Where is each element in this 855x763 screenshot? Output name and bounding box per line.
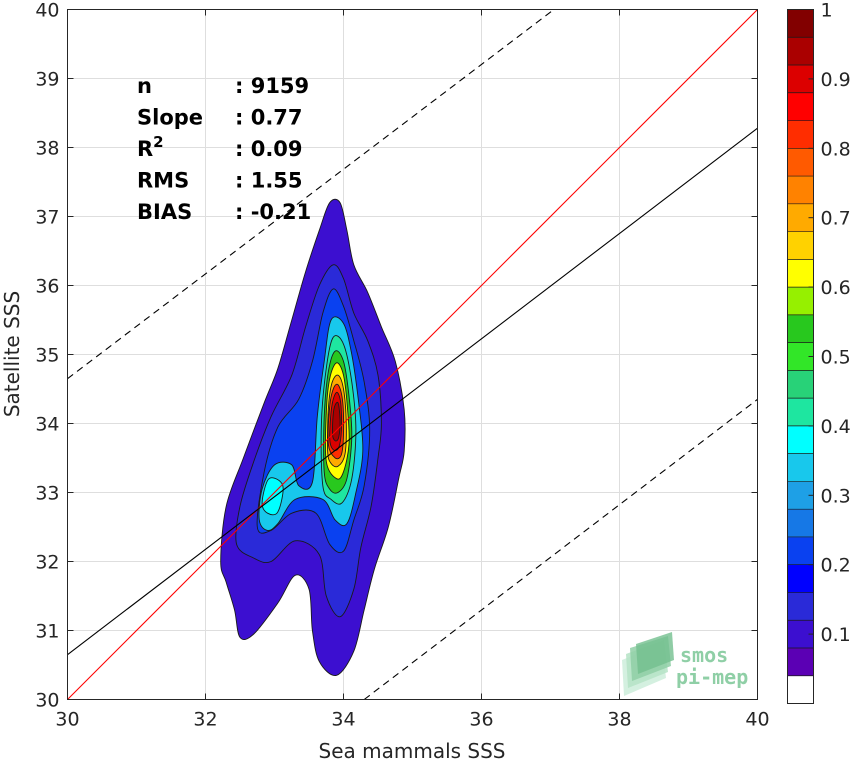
density-contour-0.35 [261, 477, 284, 516]
colorbar-tick-label: 0.3 [821, 485, 851, 507]
colorbar-tick-label: 0.1 [821, 624, 851, 646]
y-tick-label: 39 [35, 69, 59, 91]
density-contour-0.95 [331, 401, 341, 442]
smos-pi-mep-logo: smos pi-mep [622, 632, 748, 696]
colorbar-band [787, 287, 814, 316]
y-tick-label: 31 [35, 621, 59, 643]
colorbar-band [787, 9, 814, 38]
x-axis-label: Sea mammals SSS [319, 739, 506, 763]
y-tick-label: 40 [35, 0, 59, 22]
y-axis-ticks: 30 31 32 33 34 35 36 37 38 39 40 [35, 0, 758, 712]
colorbar-tick-label: 0.2 [821, 555, 851, 577]
stat-label-superscript: 2 [153, 133, 163, 151]
colorbar-band [787, 564, 814, 593]
colorbar-tick-label: 0.7 [821, 208, 851, 230]
y-tick-label: 38 [35, 138, 59, 160]
line-upper-bound [67, 9, 555, 380]
colorbar-band [787, 231, 814, 260]
colorbar-band [787, 453, 814, 482]
y-tick-label: 30 [35, 690, 59, 712]
colorbar-tick-label: 0.9 [821, 69, 851, 91]
density-contours [220, 198, 406, 676]
y-tick-label: 34 [35, 414, 59, 436]
logo-mark-icon [622, 632, 674, 696]
colorbar-band [787, 176, 814, 205]
x-tick-label: 30 [55, 709, 79, 731]
colorbar-band [787, 675, 814, 704]
colorbar: 0.1 0.2 0.3 0.4 0.5 0.6 0.7 0.8 0.9 1 [787, 0, 851, 704]
line-identity [67, 9, 758, 700]
colorbar-band [787, 148, 814, 177]
stat-label-n: n [137, 74, 152, 98]
logo-line-smos: smos [680, 643, 728, 667]
colorbar-band [787, 425, 814, 454]
x-tick-label: 38 [607, 709, 631, 731]
stat-value-rms: : 1.55 [235, 169, 303, 193]
stat-value-n: : 9159 [235, 74, 309, 98]
y-tick-label: 33 [35, 483, 59, 505]
colorbar-band [787, 314, 814, 343]
y-tick-label: 35 [35, 345, 59, 367]
colorbar-tick-label: 0.6 [821, 277, 851, 299]
colorbar-tick-label: 0.4 [821, 416, 851, 438]
x-tick-label: 36 [469, 709, 493, 731]
line-regression [67, 127, 758, 656]
colorbar-tick-label: 0.8 [821, 138, 851, 160]
colorbar-band [787, 120, 814, 149]
x-tick-label: 32 [193, 709, 217, 731]
colorbar-band [787, 509, 814, 538]
colorbar-tick-label: 0.5 [821, 347, 851, 369]
y-tick-label: 36 [35, 276, 59, 298]
stat-label-bias: BIAS [137, 200, 192, 224]
stat-value-r: : 0.09 [235, 137, 303, 161]
logo-line-pi-mep: pi-mep [676, 665, 748, 689]
stat-label-slope: Slope [137, 106, 203, 130]
colorbar-band [787, 92, 814, 121]
colorbar-band [787, 398, 814, 427]
stat-value-slope: : 0.77 [235, 106, 303, 130]
y-axis-label: Satellite SSS [0, 291, 24, 417]
colorbar-band [787, 370, 814, 399]
colorbar-band [787, 592, 814, 621]
line-lower-bound [363, 398, 758, 700]
x-tick-label: 34 [331, 709, 355, 731]
x-tick-label: 40 [745, 709, 769, 731]
colorbar-band [787, 259, 814, 288]
colorbar-band [787, 536, 814, 565]
stat-value-bias: : -0.21 [235, 200, 311, 224]
reference-lines [67, 9, 758, 700]
x-axis-ticks: 30 32 34 36 38 40 [55, 9, 770, 731]
stat-label-rms: RMS [137, 169, 189, 193]
colorbar-band [787, 37, 814, 66]
colorbar-band [787, 647, 814, 677]
y-tick-label: 32 [35, 552, 59, 574]
colorbar-tick-label: 1 [821, 0, 833, 22]
y-tick-label: 37 [35, 207, 59, 229]
